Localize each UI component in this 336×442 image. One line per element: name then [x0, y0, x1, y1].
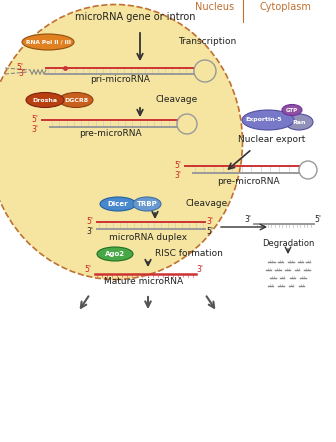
- Text: Cleavage: Cleavage: [155, 95, 197, 104]
- Text: 3': 3': [197, 266, 204, 274]
- Circle shape: [194, 60, 216, 82]
- Text: 5': 5': [174, 161, 181, 171]
- Text: pre-microRNA: pre-microRNA: [217, 176, 279, 186]
- Text: 5': 5': [207, 228, 213, 236]
- Text: 5': 5': [84, 266, 91, 274]
- Text: 3': 3': [207, 217, 213, 226]
- Text: 5': 5': [32, 115, 39, 125]
- Ellipse shape: [0, 4, 243, 279]
- Ellipse shape: [285, 114, 313, 130]
- Text: 3': 3': [32, 125, 39, 133]
- Ellipse shape: [22, 34, 74, 50]
- Ellipse shape: [26, 92, 64, 107]
- Ellipse shape: [242, 110, 294, 130]
- Text: 3': 3': [174, 171, 181, 179]
- Text: Drosha: Drosha: [33, 98, 57, 103]
- Text: pri-microRNA: pri-microRNA: [90, 76, 150, 84]
- Ellipse shape: [133, 197, 161, 211]
- Text: DGCR8: DGCR8: [64, 98, 88, 103]
- Circle shape: [299, 161, 317, 179]
- Text: microRNA gene or intron: microRNA gene or intron: [75, 12, 195, 22]
- Ellipse shape: [282, 104, 302, 115]
- Text: Cytoplasm: Cytoplasm: [259, 2, 311, 12]
- Text: Ago2: Ago2: [105, 251, 125, 257]
- Ellipse shape: [59, 92, 93, 107]
- Text: 5': 5': [314, 216, 322, 225]
- Text: Nucleus: Nucleus: [196, 2, 235, 12]
- Text: RISC formation: RISC formation: [155, 249, 223, 259]
- Circle shape: [177, 114, 197, 134]
- Text: 3': 3': [245, 216, 252, 225]
- Text: TRBP: TRBP: [137, 201, 157, 207]
- Ellipse shape: [97, 247, 133, 261]
- Text: Mature microRNA: Mature microRNA: [104, 278, 183, 286]
- Text: Nuclear export: Nuclear export: [238, 134, 306, 144]
- Text: 5': 5': [16, 62, 24, 72]
- Text: GTP: GTP: [286, 107, 298, 113]
- Text: Cleavage: Cleavage: [185, 199, 227, 209]
- Text: Ran: Ran: [292, 119, 306, 125]
- Text: 5': 5': [86, 217, 93, 226]
- Text: pre-microRNA: pre-microRNA: [79, 130, 141, 138]
- Text: Exportin-5: Exportin-5: [246, 118, 282, 122]
- Text: RNA Pol II / III: RNA Pol II / III: [26, 39, 71, 45]
- Text: Dicer: Dicer: [108, 201, 128, 207]
- Text: microRNA duplex: microRNA duplex: [109, 233, 187, 243]
- Text: 3': 3': [86, 228, 93, 236]
- Text: Transcription: Transcription: [178, 38, 236, 46]
- Text: 3': 3': [18, 69, 26, 79]
- Ellipse shape: [100, 197, 136, 211]
- Text: Degradation: Degradation: [262, 240, 314, 248]
